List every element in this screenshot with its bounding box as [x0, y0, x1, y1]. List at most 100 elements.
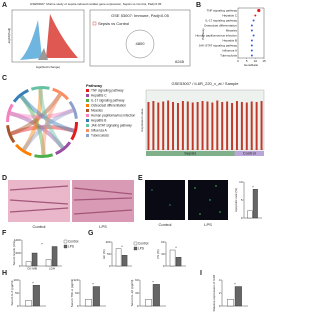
y-tick-label: 2	[219, 291, 221, 295]
legend-label: Measles	[91, 108, 103, 112]
group-band	[234, 151, 264, 156]
venn-count: 4800	[136, 41, 146, 46]
y-axis-label: -log10(Padj)	[7, 28, 11, 44]
bar	[157, 102, 160, 150]
y-tick-label: 0	[137, 304, 139, 308]
legend-label: Tuberculosis	[91, 133, 109, 137]
chord-sector	[30, 86, 50, 91]
legend-swatch	[86, 124, 89, 127]
legend-label: Hepatitis C	[91, 93, 107, 97]
bar	[167, 100, 170, 150]
x-tick-label: 15	[262, 59, 266, 63]
venn-frame	[89, 9, 191, 67]
x-tick-label: LDH	[49, 266, 55, 270]
x-axis-label: log2(Fold change)	[36, 65, 60, 69]
bar	[25, 261, 32, 267]
panel-label: C	[2, 75, 7, 82]
y-tick-label: Tuberculosis	[220, 53, 237, 57]
y-tick-label: 30	[161, 252, 165, 256]
legend-swatch	[86, 119, 89, 122]
bar	[115, 248, 122, 267]
bar	[152, 101, 155, 150]
chord-sector	[52, 87, 70, 101]
chord-sector	[14, 143, 32, 157]
bar	[211, 102, 214, 150]
legend-label: JAK-STAT signaling pathway	[91, 123, 132, 127]
chord-ribbon	[10, 124, 75, 136]
dot	[252, 19, 255, 22]
fluorescence-signal	[151, 185, 221, 215]
dot	[250, 29, 253, 32]
figure: A B C D E F G H I GSE53007: Murine study of sepsi…	[2, 2, 266, 312]
bar	[175, 257, 182, 267]
panel-label: I	[200, 270, 202, 277]
venn-title: GSE 53007: Immune, Padj<0.05	[111, 13, 169, 18]
y-axis-label: Apoptotic rate (%)	[234, 188, 238, 212]
legend-swatch	[86, 89, 89, 92]
chord-ribbon	[22, 108, 74, 151]
y-tick-label: IL-17 signaling pathway	[205, 18, 237, 22]
legend-swatch	[86, 104, 89, 107]
y-tick-label: 0	[219, 304, 221, 308]
significance: *	[32, 280, 34, 285]
chord-sector	[70, 122, 78, 141]
panel-label: G	[88, 230, 94, 237]
legend-label: Osteoclast differentiation	[91, 103, 126, 107]
legend-swatch	[86, 99, 89, 102]
bar	[191, 102, 194, 150]
legend-title: Pathway	[86, 83, 103, 88]
plot-frame	[237, 7, 265, 59]
legend-label: TNF signaling pathway	[91, 88, 124, 92]
bar	[85, 299, 93, 307]
y-tick-label: Influenza A	[222, 48, 237, 52]
tissue-fibers	[9, 185, 133, 215]
bar	[181, 101, 184, 150]
bar	[226, 101, 229, 150]
legend-swatch	[86, 94, 89, 97]
venn-circle	[125, 29, 155, 59]
bar	[201, 101, 204, 150]
significance: *	[41, 242, 43, 247]
bar	[227, 299, 235, 307]
y-axis-label: Pathway	[201, 28, 205, 40]
bar	[231, 103, 234, 150]
group-band	[146, 151, 235, 156]
bar	[45, 259, 52, 267]
y-axis-label: Serum levels (U/L)	[12, 241, 16, 266]
y-tick-label: 0	[241, 216, 243, 220]
fluorescence-image	[188, 180, 228, 220]
significance: *	[152, 279, 154, 284]
bar	[152, 284, 160, 307]
dot	[250, 24, 253, 27]
bar	[247, 210, 253, 219]
bar	[172, 102, 175, 150]
panel-label: H	[2, 270, 7, 277]
y-tick-label: 4	[219, 278, 221, 282]
chord-ribbon	[22, 88, 43, 151]
chord-sector	[6, 125, 16, 144]
fluorescence-image	[145, 180, 185, 220]
y-axis-label: FS (%)	[156, 249, 160, 258]
bar	[206, 101, 209, 150]
dot	[254, 14, 257, 17]
y-axis-label: Expression value	[140, 108, 144, 131]
legend-label: Human papillomavirus infection	[91, 113, 136, 117]
bar	[92, 286, 100, 307]
y-tick-label: 50	[107, 252, 111, 256]
chord-ribbon	[10, 93, 62, 136]
plot-title: GSE53007: Murine study of sepsis-induced…	[30, 2, 162, 6]
panel-label: B	[196, 2, 201, 9]
bar	[31, 252, 38, 267]
bar	[51, 246, 58, 267]
y-tick-label: 50	[15, 291, 19, 295]
bar	[169, 249, 176, 267]
volcano-plot	[11, 9, 85, 63]
y-tick-label: TNF signaling pathway	[206, 8, 237, 12]
chord-ribbon	[9, 111, 65, 150]
y-axis-label: Relative expression of IL6R	[212, 274, 216, 312]
y-tick-label: 0	[109, 264, 111, 268]
dot	[257, 8, 261, 13]
plot-frame	[145, 89, 265, 151]
x-tick-label: 5	[246, 59, 248, 63]
bar	[25, 300, 33, 307]
